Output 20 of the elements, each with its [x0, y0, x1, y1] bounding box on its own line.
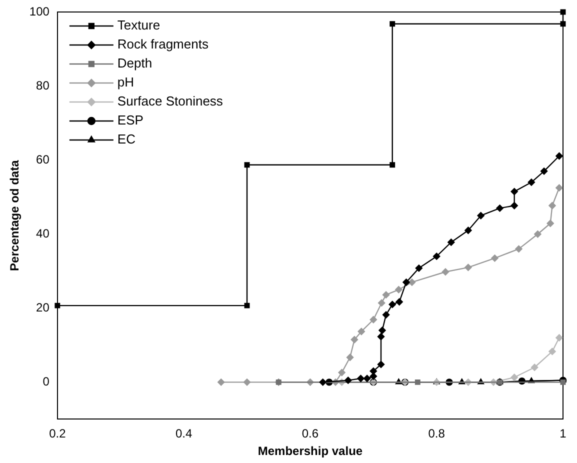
y-tick-label: 60 [36, 152, 50, 166]
x-tick-label: 1 [560, 426, 567, 441]
x-tick-label: 0.2 [49, 426, 66, 441]
x-tick-label: 0.8 [428, 426, 446, 441]
legend-label: Texture [117, 18, 160, 33]
legend-label: Depth [117, 56, 152, 71]
y-tick-label: 20 [36, 300, 50, 314]
legend-label: pH [117, 74, 134, 90]
x-tick-label: 0.4 [175, 426, 192, 441]
y-tick-label: 100 [29, 4, 50, 18]
y-axis-title: Percentage od data [8, 160, 22, 271]
y-tick-label: 40 [36, 226, 50, 240]
x-axis-title: Membership value [258, 444, 363, 458]
legend-label: ESP [117, 112, 144, 128]
legend-label: Surface Stoniness [117, 94, 224, 109]
y-tick-label: 80 [36, 78, 50, 92]
legend-label: EC [117, 132, 136, 147]
y-tick-label: 0 [42, 374, 50, 388]
x-tick-label: 0.6 [302, 426, 319, 441]
legend-label: Rock fragments [117, 36, 209, 52]
